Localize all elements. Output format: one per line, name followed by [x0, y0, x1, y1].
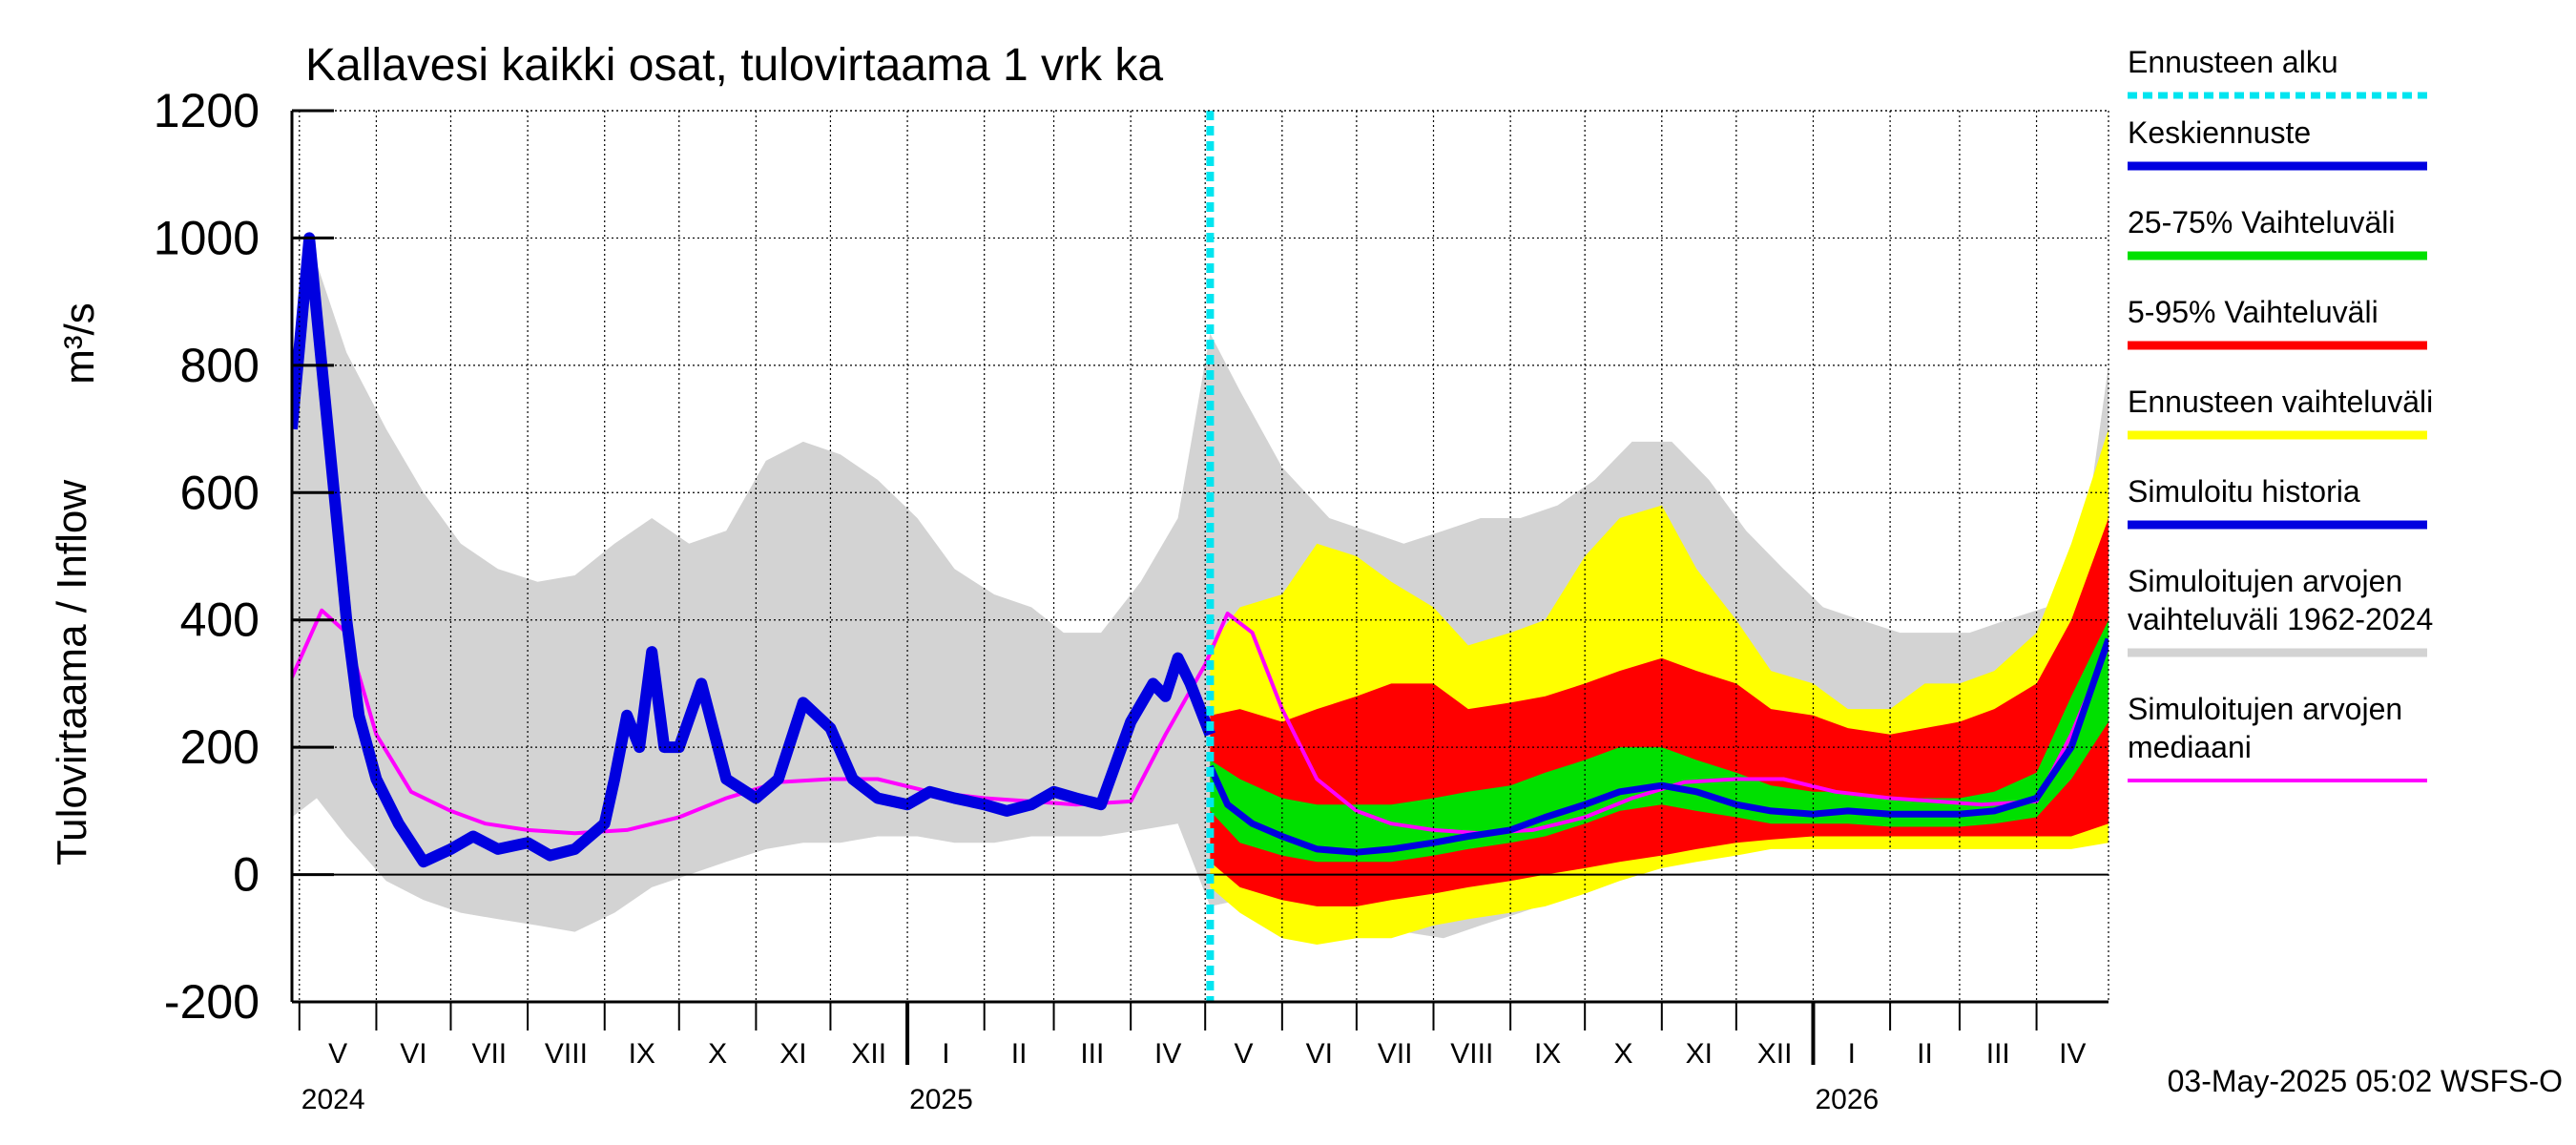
month-label-8: I: [942, 1038, 949, 1070]
month-label-13: VI: [1306, 1038, 1333, 1070]
legend-label-6-line1: vaihteluväli 1962-2024: [2128, 602, 2433, 636]
grid: [292, 110, 2109, 1003]
month-label-22: III: [1986, 1038, 2010, 1070]
series-band-25-75-vaihteluv-li: [1210, 619, 2109, 863]
month-label-11: IV: [1154, 1038, 1181, 1070]
y-tick-label-600: 600: [180, 466, 260, 519]
y-tick-label--200: -200: [164, 975, 260, 1029]
legend-label-0: Ennusteen alku: [2128, 45, 2338, 79]
year-label-2025: 2025: [909, 1084, 973, 1115]
month-label-7: XII: [851, 1038, 886, 1070]
y-axis-unit: m³/s: [56, 302, 103, 385]
month-label-10: III: [1080, 1038, 1104, 1070]
legend-label-5: Simuloitu historia: [2128, 474, 2360, 509]
y-tick-label-800: 800: [180, 339, 260, 392]
month-label-21: II: [1917, 1038, 1933, 1070]
chart-title: Kallavesi kaikki osat, tulovirtaama 1 vr…: [305, 40, 1163, 91]
legend-label-3: 5-95% Vaihteluväli: [2128, 295, 2379, 329]
plot-area: [292, 232, 2109, 946]
y-tick-label-1000: 1000: [154, 211, 260, 264]
y-axis-label: Tulovirtaama / Inflow: [49, 480, 95, 866]
year-label-2026: 2026: [1815, 1084, 1879, 1115]
month-label-15: VIII: [1450, 1038, 1493, 1070]
month-label-4: IX: [629, 1038, 655, 1070]
legend: Ennusteen alku Keskiennuste 25-75% Vaihtel…: [2128, 45, 2433, 782]
month-label-19: XII: [1757, 1038, 1793, 1070]
legend-label-2: 25-75% Vaihteluväli: [2128, 205, 2395, 239]
month-label-23: IV: [2059, 1038, 2086, 1070]
month-label-17: X: [1613, 1038, 1632, 1070]
legend-label-7-line1: mediaani: [2128, 730, 2252, 764]
month-label-5: X: [708, 1038, 727, 1070]
month-label-2: VII: [471, 1038, 507, 1070]
year-label-2024: 2024: [301, 1084, 365, 1115]
series-line-simuloitu-historia: [292, 232, 1215, 868]
legend-label-4: Ennusteen vaihteluväli: [2128, 385, 2433, 419]
y-axis-label-group: Tulovirtaama / Inflow m³/s: [49, 302, 103, 865]
footer-timestamp: 03-May-2025 05:02 WSFS-O: [2168, 1064, 2563, 1098]
legend-label-6: Simuloitujen arvojen: [2128, 564, 2402, 598]
month-label-1: VI: [400, 1038, 426, 1070]
y-tick-label-400: 400: [180, 593, 260, 647]
y-tick-label-200: 200: [180, 720, 260, 774]
month-label-6: XI: [779, 1038, 806, 1070]
month-label-18: XI: [1686, 1038, 1713, 1070]
month-label-16: IX: [1534, 1038, 1561, 1070]
month-label-3: VIII: [545, 1038, 588, 1070]
month-label-9: II: [1011, 1038, 1028, 1070]
legend-label-1: Keskiennuste: [2128, 115, 2311, 150]
series-line-keskiennuste: [1207, 637, 2109, 856]
month-label-20: I: [1848, 1038, 1856, 1070]
y-tick-label-1200: 1200: [154, 84, 260, 137]
month-label-0: V: [328, 1038, 347, 1070]
month-label-14: VII: [1378, 1038, 1413, 1070]
legend-label-7: Simuloitujen arvojen: [2128, 692, 2402, 726]
month-label-12: V: [1235, 1038, 1254, 1070]
y-tick-label-0: 0: [233, 848, 260, 902]
plot-series: [292, 232, 2109, 946]
